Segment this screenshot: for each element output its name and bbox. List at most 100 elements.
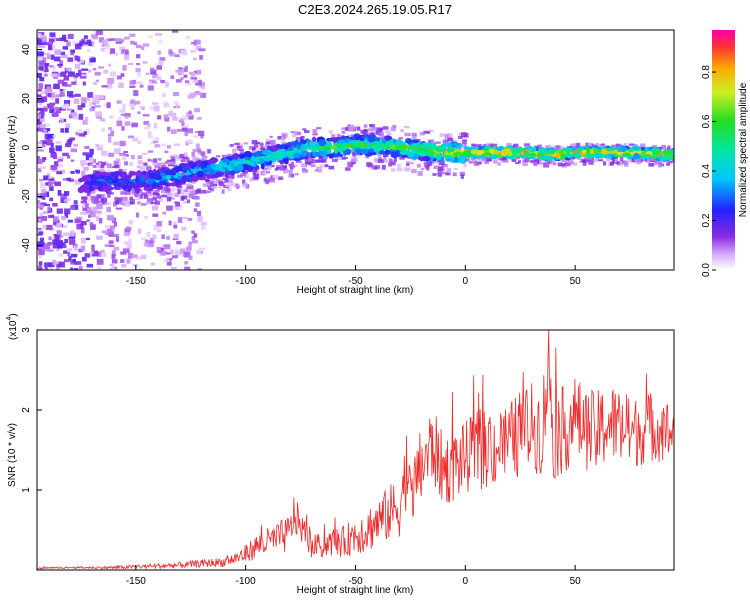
trace-cell	[237, 164, 244, 171]
x-tick-label: -50	[348, 576, 363, 587]
noise-cell	[124, 154, 129, 157]
halo-cell	[648, 163, 654, 167]
halo-cell	[552, 145, 559, 151]
halo-cell	[252, 170, 256, 176]
halo-cell	[195, 189, 201, 194]
noise-cell	[148, 81, 154, 85]
noise-cell	[170, 129, 177, 135]
halo-cell	[85, 203, 89, 209]
noise-cell	[120, 196, 128, 202]
trace-cell	[445, 158, 452, 162]
trace-cell	[245, 159, 250, 165]
halo-cell	[363, 124, 368, 128]
noise-cell	[135, 44, 142, 49]
noise-cell	[37, 108, 44, 111]
noise-cell	[148, 35, 153, 39]
noise-cell	[177, 217, 183, 223]
noise-cell	[62, 152, 69, 157]
halo-cell	[161, 194, 168, 198]
halo-cell	[512, 159, 516, 163]
halo-cell	[309, 159, 315, 164]
halo-cell	[347, 134, 354, 139]
noise-cell	[63, 88, 67, 93]
halo-cell	[445, 171, 449, 176]
noise-cell	[194, 91, 201, 96]
noise-cell	[170, 192, 174, 199]
noise-cell	[82, 81, 86, 86]
halo-cell	[180, 159, 186, 163]
noise-cell	[111, 259, 118, 264]
noise-cell	[43, 52, 51, 56]
trace-cell	[427, 150, 435, 157]
halo-cell	[223, 185, 229, 188]
trace-cell	[633, 152, 640, 160]
noise-cell	[73, 74, 78, 78]
noise-cell	[198, 130, 205, 137]
noise-cell	[74, 261, 82, 265]
noise-cell	[81, 68, 89, 71]
noise-cell	[68, 114, 74, 119]
halo-cell	[82, 173, 88, 177]
halo-cell	[426, 161, 433, 166]
halo-cell	[479, 159, 483, 163]
halo-cell	[255, 141, 261, 145]
trace-cell	[565, 147, 573, 153]
trace-cell	[250, 155, 256, 163]
halo-cell	[335, 154, 342, 160]
trace-cell	[165, 174, 172, 180]
noise-cell	[81, 38, 86, 43]
trace-cell	[293, 152, 302, 159]
noise-cell	[142, 43, 150, 47]
halo-cell	[265, 165, 272, 170]
noise-cell	[188, 114, 194, 120]
noise-cell	[65, 67, 71, 71]
noise-cell	[171, 30, 179, 33]
noise-cell	[201, 86, 205, 90]
noise-cell	[74, 55, 78, 61]
halo-cell	[319, 164, 326, 168]
halo-cell	[317, 167, 323, 172]
noise-cell	[191, 230, 195, 234]
halo-cell	[120, 191, 127, 195]
noise-cell	[179, 204, 183, 208]
noise-cell	[43, 74, 48, 77]
halo-cell	[281, 138, 285, 143]
noise-cell	[95, 143, 100, 148]
trace-cell	[328, 153, 335, 159]
noise-cell	[79, 211, 85, 215]
noise-cell	[137, 155, 143, 160]
halo-cell	[181, 195, 188, 200]
noise-cell	[109, 244, 115, 248]
halo-cell	[107, 193, 111, 198]
trace-cell	[242, 163, 250, 171]
halo-cell	[476, 161, 482, 165]
halo-cell	[262, 172, 267, 175]
trace-cell	[313, 148, 318, 152]
trace-cell	[104, 175, 111, 182]
noise-cell	[86, 207, 92, 213]
noise-cell	[55, 141, 62, 144]
noise-cell	[48, 38, 55, 43]
noise-cell	[85, 237, 90, 241]
noise-cell	[185, 82, 192, 86]
trace-cell	[530, 146, 536, 153]
halo-cell	[177, 189, 181, 194]
noise-cell	[151, 102, 159, 105]
snr-multiplier-exp: 4	[6, 317, 13, 321]
halo-cell	[589, 143, 594, 149]
halo-cell	[672, 158, 674, 163]
trace-cell	[197, 170, 204, 178]
halo-cell	[442, 139, 449, 144]
trace-cell	[368, 148, 375, 153]
noise-cell	[75, 169, 80, 172]
noise-cell	[65, 198, 71, 201]
halo-cell	[587, 142, 592, 148]
noise-cell	[154, 144, 161, 148]
noise-cell	[113, 222, 118, 227]
noise-cell	[186, 128, 193, 134]
noise-cell	[166, 261, 172, 266]
trace-cell	[77, 186, 85, 194]
halo-cell	[191, 181, 197, 184]
noise-cell	[51, 92, 56, 99]
noise-cell	[115, 38, 122, 44]
